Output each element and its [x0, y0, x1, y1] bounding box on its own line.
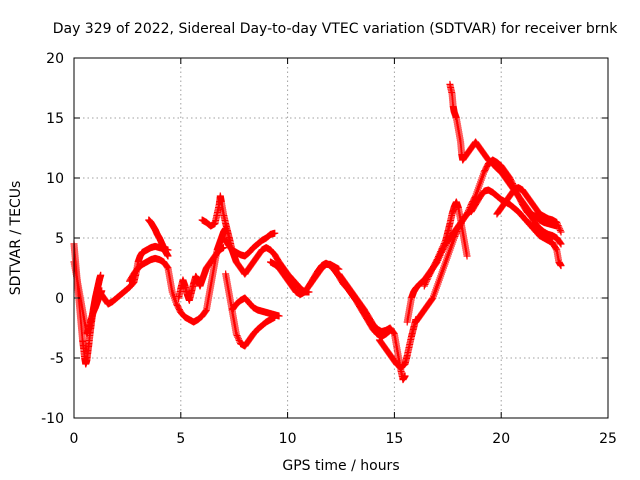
data-point [552, 245, 560, 253]
data-point [554, 222, 562, 230]
y-tick-label: 10 [46, 171, 64, 187]
data-point [464, 208, 472, 216]
series-track-o [335, 270, 409, 384]
series-track-d [126, 254, 172, 285]
x-axis-tick-labels: 0 5 10 15 20 25 [70, 431, 617, 447]
x-tick-label: 0 [70, 431, 79, 447]
data-point [97, 271, 105, 279]
data-point [421, 280, 429, 288]
data-point [271, 229, 279, 237]
series-track-u [463, 156, 565, 248]
data-point [275, 312, 283, 320]
series-track-g [175, 244, 228, 304]
data-point [232, 330, 240, 338]
data-point [437, 248, 445, 256]
series-track-e [145, 216, 172, 260]
data-point [452, 231, 460, 239]
data-point [557, 240, 565, 248]
data-point [424, 274, 432, 282]
data-point [428, 295, 436, 303]
data-point [435, 252, 443, 260]
series-track-h [198, 192, 249, 278]
data-point [436, 249, 444, 257]
data-point [440, 240, 448, 248]
data-point [423, 276, 431, 284]
chart-title: Day 329 of 2022, Sidereal Day-to-day VTE… [53, 21, 618, 37]
data-point [422, 279, 430, 287]
x-tick-label: 25 [599, 431, 617, 447]
data-point [556, 225, 564, 233]
data-point [432, 257, 440, 265]
series-track-k [228, 294, 283, 320]
x-tick-label: 5 [176, 431, 185, 447]
data-point [451, 232, 459, 240]
data-point [557, 228, 565, 236]
data-point [234, 335, 242, 343]
data-point [434, 254, 442, 262]
y-tick-label: 0 [55, 291, 64, 307]
data-point [452, 229, 460, 237]
series-track-s [420, 198, 471, 290]
y-axis-label: SDTVAR / TECUs [8, 181, 24, 296]
data-point [553, 220, 561, 228]
data-point [440, 241, 448, 249]
data-point [435, 251, 443, 259]
axis-ticks [73, 57, 609, 419]
data-point [557, 262, 565, 270]
data-point [401, 372, 409, 380]
series-track-q [403, 206, 475, 326]
data-point [233, 332, 241, 340]
data-point [390, 329, 398, 337]
data-point [164, 252, 172, 260]
x-tick-label: 20 [492, 431, 510, 447]
data-point [555, 223, 563, 231]
y-tick-label: -10 [41, 411, 64, 427]
x-axis-label: GPS time / hours [282, 458, 399, 474]
data-point [450, 234, 458, 242]
y-axis-tick-labels: -10 -5 0 5 10 15 20 [41, 51, 64, 427]
data-point [553, 218, 561, 226]
data-point [163, 263, 171, 271]
data-points [70, 80, 565, 384]
data-point [235, 336, 243, 344]
data-point [422, 277, 430, 285]
data-point [220, 244, 228, 252]
data-point [556, 239, 564, 247]
series-track-w [493, 184, 565, 236]
series-track-j [222, 270, 279, 350]
data-point [509, 181, 517, 189]
grid-lines [74, 58, 608, 418]
series-track-i [220, 229, 279, 260]
x-tick-label: 15 [385, 431, 403, 447]
data-point [438, 244, 446, 252]
y-tick-label: 20 [46, 51, 64, 67]
y-tick-label: 15 [46, 111, 64, 127]
x-tick-label: 10 [279, 431, 297, 447]
series-track-v [467, 186, 565, 270]
data-point [433, 256, 441, 264]
data-point [463, 252, 471, 260]
data-point [556, 226, 564, 234]
y-tick-label: 5 [55, 231, 64, 247]
data-point [437, 246, 445, 254]
data-point [420, 282, 428, 290]
data-point [441, 238, 449, 246]
data-point [514, 190, 522, 198]
data-point [463, 210, 471, 218]
data-point [439, 243, 447, 251]
y-tick-label: -5 [50, 351, 64, 367]
data-point [234, 333, 242, 341]
data-point [202, 307, 210, 315]
